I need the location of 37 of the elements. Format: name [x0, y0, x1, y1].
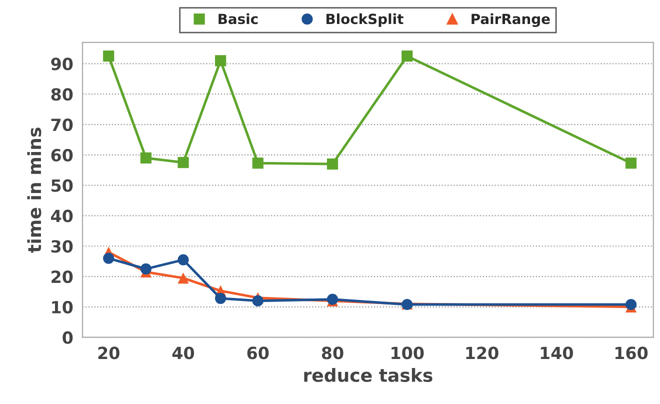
y-tick-label: 50	[52, 179, 73, 192]
point	[103, 50, 114, 62]
x-tick-label: 140	[540, 346, 573, 360]
y-tick-label: 10	[52, 300, 73, 314]
y-tick-label: 60	[51, 148, 73, 162]
point	[178, 254, 189, 266]
point	[178, 156, 189, 168]
y-tick-label: 0	[62, 331, 73, 344]
point	[625, 158, 637, 169]
y-tick-label: 20	[52, 270, 73, 284]
point	[103, 252, 114, 264]
x-tick-label: 60	[247, 346, 269, 360]
point	[625, 298, 637, 310]
legend-label: Basic	[218, 13, 258, 24]
y-tick-label: 70	[51, 118, 73, 132]
point	[252, 158, 264, 169]
x-axis-title: reduce tasks	[304, 368, 432, 382]
y-tick-label: 80	[51, 88, 73, 101]
legend-label: PairRange	[472, 13, 550, 27]
x-tick-label: 20	[98, 346, 120, 360]
x-tick-label: 160	[615, 346, 648, 360]
x-tick-label: 100	[392, 346, 424, 360]
y-axis-title: time in mins	[27, 128, 42, 253]
y-tick-label: 30	[51, 240, 73, 253]
point	[402, 50, 413, 62]
legend-label: BlockSplit	[326, 13, 404, 27]
point	[140, 263, 152, 274]
y-tick-label: 40	[51, 210, 73, 222]
point	[140, 152, 152, 164]
x-tick-label: 40	[172, 346, 194, 360]
point	[178, 272, 189, 284]
x-tick-label: 80	[322, 346, 344, 360]
point	[326, 158, 338, 170]
point	[215, 55, 226, 66]
y-tick-label: 90	[51, 58, 73, 70]
point	[215, 292, 226, 304]
x-tick-label: 120	[466, 346, 498, 360]
